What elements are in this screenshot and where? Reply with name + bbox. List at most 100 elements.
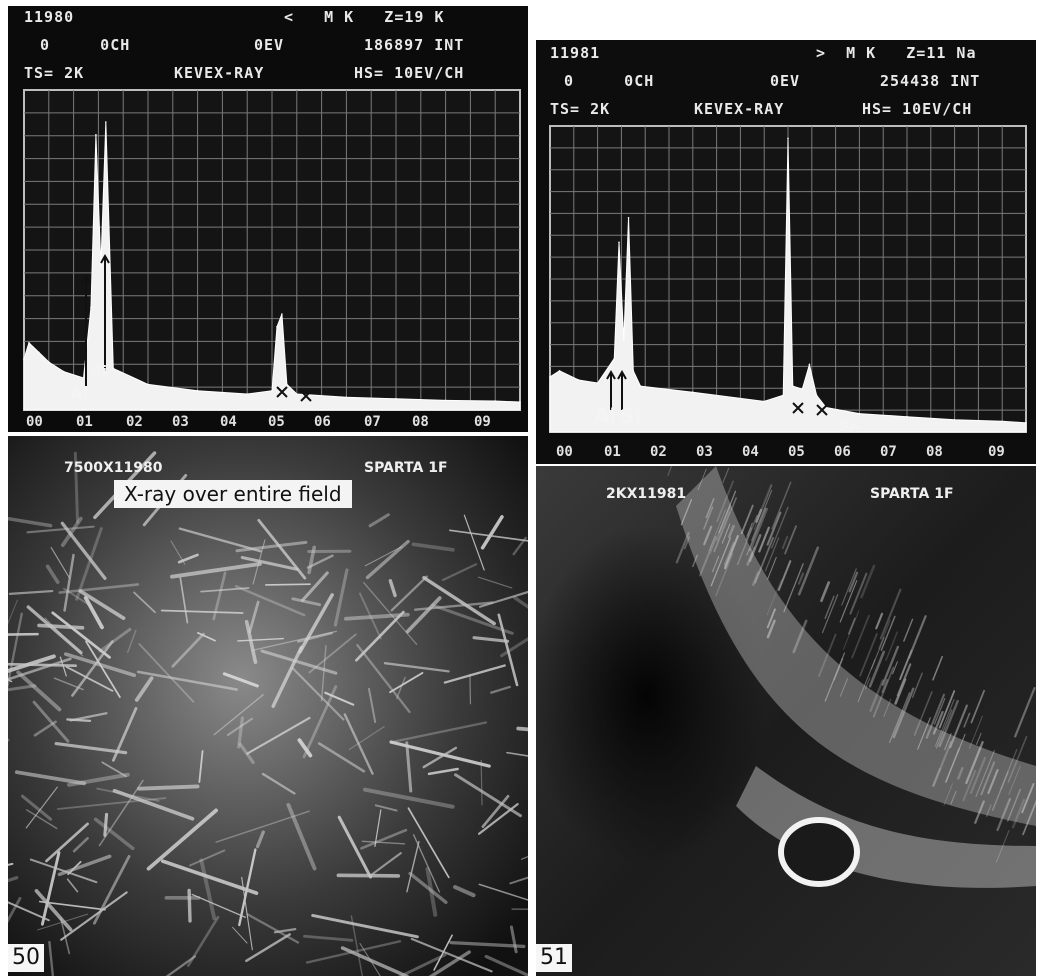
- x-tick-label: 07: [364, 414, 381, 430]
- arrow-head: [617, 369, 627, 380]
- crystal-streak: [37, 913, 89, 931]
- x-tick-label: 00: [26, 414, 43, 430]
- crystal-streak: [177, 553, 199, 564]
- x-tick-label: 04: [220, 414, 237, 430]
- crystal-streak: [248, 600, 260, 634]
- crystal-streak: [817, 633, 837, 678]
- crystal-streak: [868, 650, 886, 688]
- crystal-streak: [949, 704, 968, 749]
- crystal-streak: [257, 518, 307, 580]
- crystal-streak: [422, 576, 496, 626]
- crystal-streak: [273, 927, 297, 934]
- spectrum-point: [38, 351, 40, 354]
- crystal-streak: [746, 507, 767, 556]
- crystal-streak: [889, 692, 911, 743]
- crystal-streak: [29, 858, 98, 884]
- crystal-streak: [8, 684, 37, 692]
- crystal-streak: [820, 581, 831, 603]
- crystal-streak: [405, 596, 442, 634]
- spectrum-point: [1001, 420, 1003, 423]
- crystal-streak: [950, 790, 957, 805]
- crystal-streak: [449, 940, 526, 949]
- crystal-streak: [764, 537, 780, 572]
- crystal-streak: [363, 582, 418, 646]
- crystal-streak: [1021, 783, 1035, 814]
- x-tick-label: 01: [604, 444, 621, 460]
- crystal-streak: [870, 637, 885, 670]
- x-tick-label: 03: [172, 414, 189, 430]
- crystal-streak: [723, 535, 739, 570]
- crystal-streak: [112, 788, 195, 821]
- crystal-streak: [38, 900, 106, 911]
- crystal-streak: [73, 451, 80, 524]
- crystal-streak: [389, 671, 424, 694]
- crystal-streak: [885, 631, 898, 661]
- crystal-streak: [308, 633, 357, 674]
- crystal-streak: [291, 666, 345, 721]
- crystal-streak: [692, 554, 698, 568]
- crystal-streak: [675, 532, 690, 564]
- crystal-streak: [101, 761, 127, 778]
- crystal-streak: [25, 786, 58, 829]
- crystal-streak: [903, 618, 914, 642]
- figure-number: 50: [8, 944, 44, 972]
- spectrum-point: [787, 137, 789, 140]
- spectrum-point: [105, 121, 107, 123]
- crystal-streak: [841, 568, 857, 606]
- crystal-streak: [422, 746, 458, 769]
- crystal-streak: [667, 466, 673, 476]
- spectrum-point: [271, 390, 273, 392]
- crystal-streak: [8, 657, 72, 681]
- sem-micrograph-51: 2KX11981 SPARTA 1F 51: [536, 466, 1036, 976]
- crystal-streak: [189, 849, 226, 867]
- crystal-streak: [1014, 687, 1036, 738]
- crystal-streak: [894, 678, 907, 705]
- spectrum-point: [791, 385, 794, 387]
- element-label-si: Si: [620, 404, 642, 428]
- x-tick-label: 03: [696, 444, 713, 460]
- x-tick-label: 06: [314, 414, 331, 430]
- spectrum-plot: [23, 89, 521, 411]
- spectrum-detector: KEVEX-RAY: [694, 100, 785, 118]
- crystal-streak: [753, 484, 773, 531]
- spectrum-point: [28, 342, 30, 344]
- crystal-streak: [754, 536, 774, 584]
- crystal-streak: [368, 513, 390, 528]
- crystal-streak: [1006, 788, 1022, 822]
- crystal-streak: [934, 699, 955, 747]
- crystal-streak: [226, 717, 254, 737]
- crystal-streak: [484, 954, 528, 976]
- spectrum-point: [286, 383, 288, 386]
- crystal-streak: [715, 553, 734, 597]
- crystal-streak: [8, 662, 77, 668]
- crystal-streak: [361, 840, 406, 845]
- spectrum-element-marker: < M K Z=19 K: [284, 8, 445, 26]
- crystal-streak: [839, 580, 858, 623]
- crystal-streak: [433, 934, 453, 971]
- spectrum-time-scale: TS= 2K: [550, 100, 611, 118]
- element-label-al: Al: [70, 384, 88, 403]
- crystal-streak: [252, 539, 266, 585]
- crystal-streak: [365, 539, 410, 580]
- crystal-streak: [14, 770, 87, 786]
- crystal-streak: [66, 718, 92, 722]
- sem-caption: X-ray over entire field: [114, 480, 352, 508]
- spectrum-point: [692, 391, 694, 394]
- spectrum-time-scale: TS= 2K: [24, 64, 85, 82]
- crystal-streak: [925, 693, 945, 739]
- crystal-streak: [237, 716, 244, 749]
- crystal-streak: [48, 940, 55, 976]
- crystal-streak: [65, 665, 114, 692]
- crystal-streak: [85, 640, 121, 698]
- spectrum-point: [577, 379, 580, 381]
- crystal-streak: [333, 568, 349, 627]
- crystal-streak: [134, 676, 154, 702]
- x-tick-label: 05: [268, 414, 285, 430]
- x-tick-label: 08: [926, 444, 943, 460]
- crystal-streak: [238, 848, 257, 927]
- crystal-streak: [847, 617, 856, 635]
- crystal-streak: [880, 615, 896, 651]
- crystal-streak: [797, 546, 820, 596]
- crystal-streak: [383, 662, 450, 673]
- crystal-streak: [932, 768, 942, 787]
